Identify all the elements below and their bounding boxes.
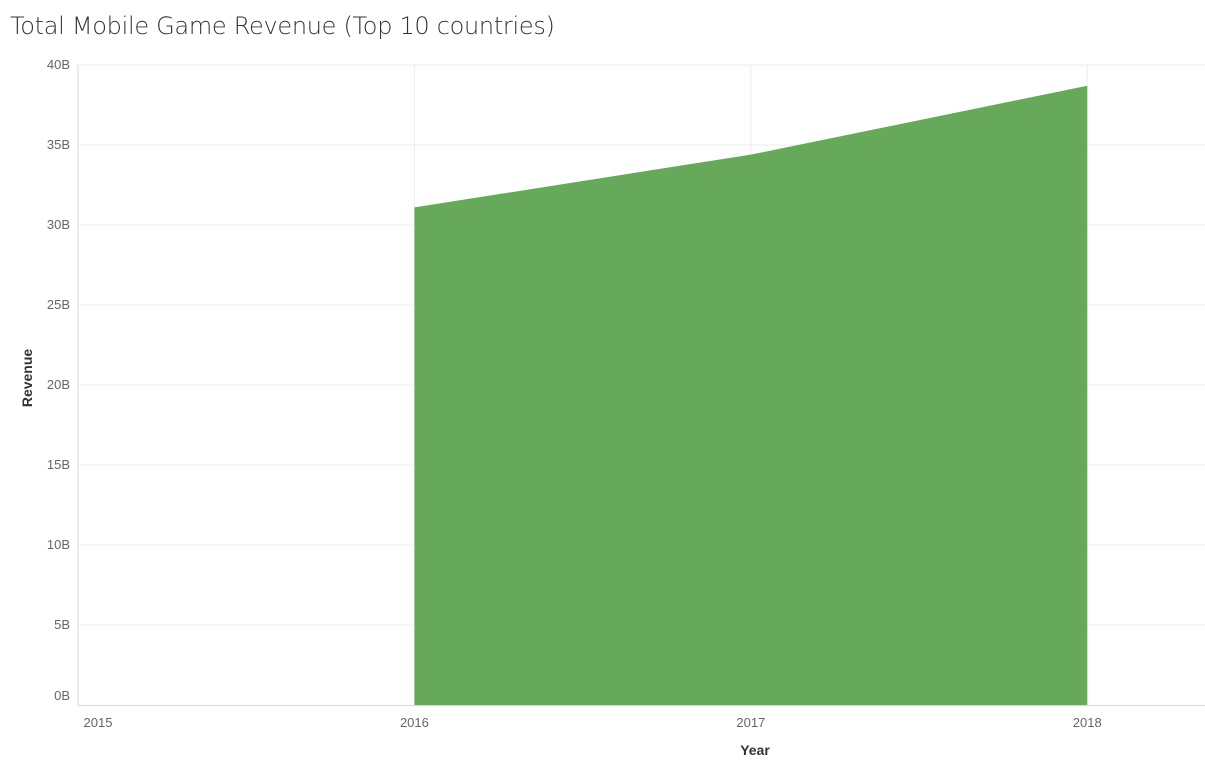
y-tick-label: 5B: [54, 617, 70, 632]
y-tick-label: 10B: [47, 537, 70, 552]
chart-title: Total Mobile Game Revenue (Top 10 countr…: [10, 12, 555, 40]
y-tick-label: 35B: [47, 137, 70, 152]
x-axis-tick-labels: 2015 2016 2017 2018: [84, 715, 1102, 730]
x-tick-label: 2017: [736, 715, 765, 730]
area-series: [414, 85, 1088, 706]
x-tick-label: 2018: [1073, 715, 1102, 730]
y-tick-label: 15B: [47, 457, 70, 472]
x-tick-label: 2016: [400, 715, 429, 730]
y-tick-label: 40B: [47, 57, 70, 72]
y-axis-tick-labels: 0B 5B 10B 15B 20B 25B 30B 35B 40B: [47, 57, 70, 703]
y-tick-label: 0B: [54, 688, 70, 703]
revenue-area: [414, 85, 1088, 706]
axes: [77, 65, 1205, 706]
x-axis-title: Year: [740, 742, 770, 758]
y-tick-label: 30B: [47, 217, 70, 232]
y-axis-title: Revenue: [19, 349, 35, 408]
x-tick-label: 2015: [84, 715, 113, 730]
y-tick-label: 25B: [47, 297, 70, 312]
y-tick-label: 20B: [47, 377, 70, 392]
